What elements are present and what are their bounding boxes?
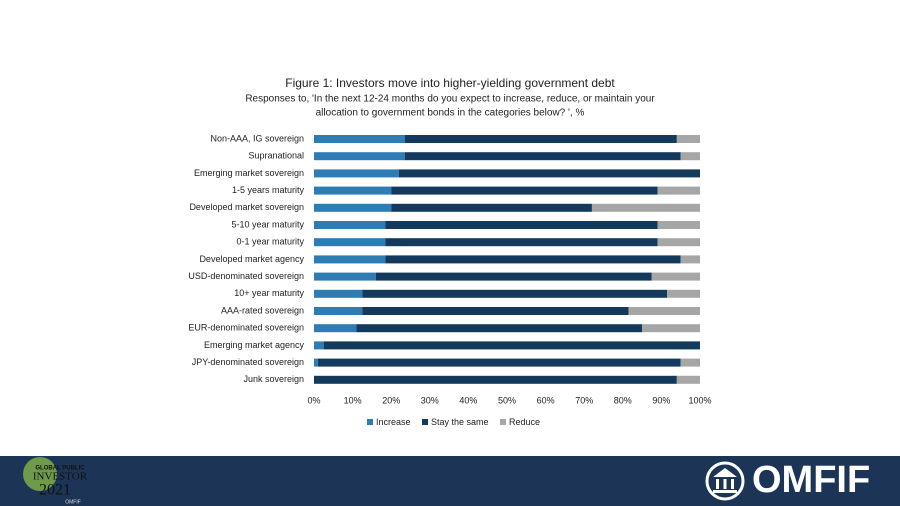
y-tick-label: Non-AAA, IG sovereign (210, 133, 304, 143)
bar-segment (362, 289, 668, 298)
y-tick-label: 10+ year maturity (234, 288, 304, 298)
bar-segment (651, 272, 700, 281)
bar-segment (356, 324, 643, 333)
bar-segment (314, 341, 324, 350)
bar-segment (657, 186, 700, 195)
bar-segment (323, 341, 700, 350)
bar-segment (391, 203, 592, 212)
x-tick-label: 60% (537, 395, 555, 405)
bar-segment (385, 238, 658, 247)
bar-segment (314, 238, 386, 247)
bar-segment (657, 221, 700, 229)
bar-segment (314, 255, 386, 264)
y-tick-label: USD-denominated sovereign (188, 271, 304, 281)
bar-segment (642, 324, 700, 333)
bar-segment (676, 135, 700, 143)
legend-label: Stay the same (431, 417, 489, 427)
x-tick-label: 0% (307, 395, 320, 405)
bar-segment (676, 375, 700, 384)
chart-subtitle: Responses to, 'In the next 12-24 months … (245, 94, 655, 105)
legend-swatch (500, 419, 506, 425)
y-tick-label: JPY-denominated sovereign (192, 357, 304, 367)
bar-segment (314, 203, 392, 212)
bar-segment (657, 238, 700, 247)
legend-label: Increase (376, 417, 411, 427)
bar-segment (680, 358, 700, 367)
bar-segment (591, 203, 700, 212)
y-tick-label: Supranational (248, 151, 304, 161)
badge-text: INVESTOR (33, 471, 88, 483)
bar-segment (404, 135, 677, 143)
bar-segment (314, 307, 363, 315)
y-tick-label: Developed market agency (199, 254, 304, 264)
bar-segment (314, 169, 399, 178)
y-tick-label: Developed market sovereign (189, 202, 304, 212)
y-tick-label: EUR-denominated sovereign (188, 323, 304, 333)
badge-year: 2021 (39, 482, 71, 499)
bar-segment (314, 221, 386, 229)
bar-segment (314, 358, 318, 367)
bar-segment (362, 307, 629, 315)
footer-band (0, 456, 900, 506)
bar-segment (385, 255, 681, 264)
y-tick-label: Emerging market sovereign (194, 168, 304, 178)
bar-segment (314, 186, 392, 195)
y-tick-label: AAA-rated sovereign (221, 305, 304, 315)
x-tick-label: 30% (421, 395, 439, 405)
legend-swatch (422, 419, 428, 425)
bar-segment (317, 358, 681, 367)
bar-segment (314, 272, 376, 281)
badge-text: OMFIF (65, 499, 81, 505)
y-tick-label: 0-1 year maturity (236, 237, 304, 247)
bar-segment (314, 289, 363, 298)
bar-segment (314, 324, 357, 333)
x-tick-label: 10% (344, 395, 362, 405)
bar-segment (398, 169, 700, 178)
bar-segment (314, 152, 405, 161)
chart-subtitle: allocation to government bonds in the ca… (316, 108, 585, 119)
y-tick-label: Emerging market agency (204, 340, 305, 350)
x-tick-label: 20% (382, 395, 400, 405)
bar-segment (385, 221, 658, 229)
bar-segment (680, 152, 700, 161)
x-tick-label: 40% (459, 395, 477, 405)
bar-segment (667, 289, 700, 298)
bar-segment (680, 255, 700, 264)
badge-text: GLOBAL PUBLIC (35, 466, 85, 472)
bar-segment (391, 186, 658, 195)
x-tick-label: 100% (688, 395, 711, 405)
plot: 0% 10% 20% 30% 40% 50% 60% 70% 80% 90% 100% Non-AAA… (188, 133, 711, 427)
x-tick-label: 90% (652, 395, 670, 405)
bar-segment (404, 152, 681, 161)
y-tick-label: 5-10 year maturity (231, 219, 304, 229)
badge-globe (23, 457, 57, 491)
y-tick-label: Junk sovereign (243, 374, 304, 384)
x-tick-label: 50% (498, 395, 516, 405)
x-tick-label: 80% (614, 395, 632, 405)
legend-label: Reduce (509, 417, 540, 427)
bar-segment (375, 272, 652, 281)
logo-icon (705, 461, 745, 501)
y-tick-label: 1-5 years maturity (232, 185, 305, 195)
bar-segment (314, 375, 677, 384)
legend-swatch (367, 419, 373, 425)
bar-segment (314, 135, 405, 143)
bar-segment (628, 307, 700, 315)
x-tick-label: 70% (575, 395, 593, 405)
logo-text: OMFIF (752, 459, 870, 501)
chart-title: Figure 1: Investors move into higher-yie… (285, 76, 615, 90)
